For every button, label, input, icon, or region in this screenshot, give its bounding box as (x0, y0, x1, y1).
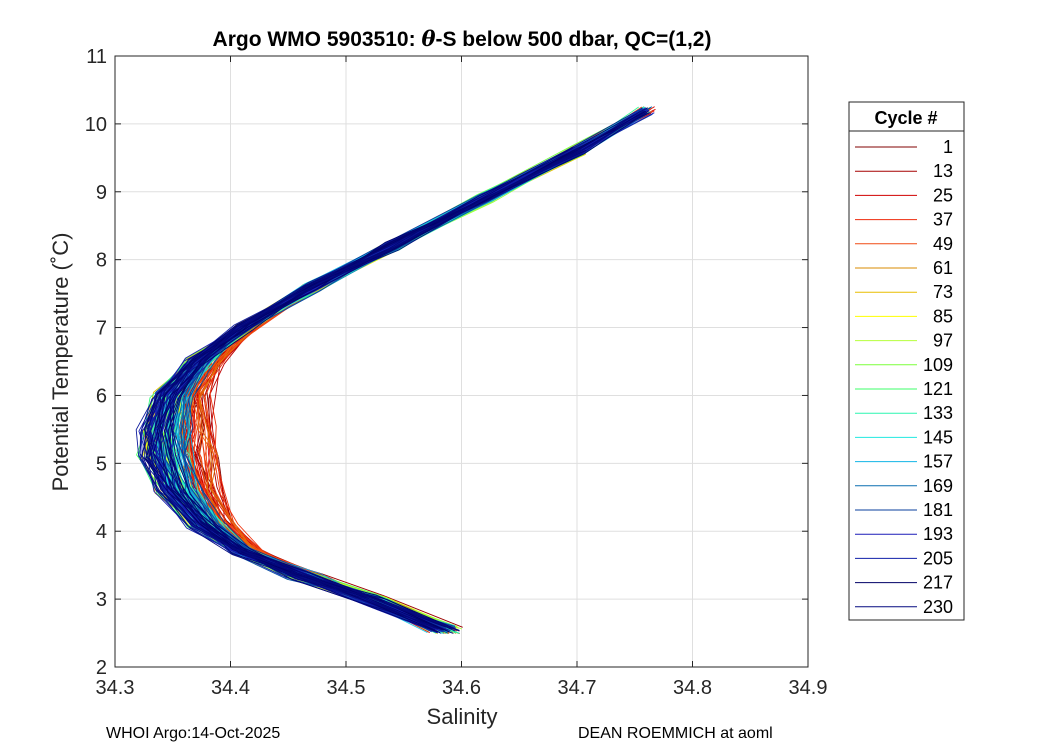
legend-entry-label: 133 (923, 403, 953, 423)
legend-entry-label: 145 (923, 427, 953, 447)
legend-box (848, 101, 965, 621)
legend-entry-label: 181 (923, 500, 953, 520)
x-tick-label: 34.5 (327, 677, 366, 699)
x-tick-label: 34.7 (558, 677, 597, 699)
legend-entry-label: 217 (923, 573, 953, 593)
y-tick-label: 8 (96, 250, 107, 272)
legend-entry-label: 1 (943, 137, 953, 157)
axis-ticks: 34.3 34.4 34.5 34.6 34.7 34.8 34.9 2 3 4 5 6 7 8 9 10 11 (85, 46, 828, 699)
y-tick-label: 7 (96, 318, 107, 340)
legend: Cycle # 1 13 25 37 49 61 73 85 97 109 121 133 145 157… (848, 101, 965, 621)
legend-entry-label: 25 (933, 185, 953, 205)
y-tick-label: 6 (96, 385, 107, 407)
legend-entry-label: 193 (923, 524, 953, 544)
y-tick-label: 4 (96, 521, 107, 543)
legend-entry-label: 109 (923, 355, 953, 375)
legend-entry-label: 49 (933, 234, 953, 254)
legend-title: Cycle # (874, 108, 937, 128)
x-tick-label: 34.6 (442, 677, 481, 699)
profile-line (172, 151, 577, 627)
x-axis-label: Salinity (427, 704, 498, 729)
legend-entry-label: 61 (933, 258, 953, 278)
x-tick-label: 34.4 (211, 677, 250, 699)
chart-title: Argo WMO 5903510: θ-S below 500 dbar, QC… (213, 26, 712, 51)
title-suffix: -S below 500 dbar, QC=(1,2) (435, 28, 711, 51)
legend-entry-label: 157 (923, 452, 953, 472)
y-tick-label: 11 (86, 46, 107, 68)
profile-line (160, 147, 574, 628)
x-tick-label: 34.9 (789, 677, 828, 699)
y-tick-label: 5 (96, 453, 107, 475)
legend-entry-label: 37 (933, 210, 953, 230)
profile-line (148, 107, 648, 629)
footer-credit-left: WHOI Argo:14-Oct-2025 (106, 725, 281, 742)
legend-entry-label: 13 (933, 161, 953, 181)
y-axis-label: Potential Temperature (˚C) (48, 233, 73, 492)
legend-entry-label: 97 (933, 331, 953, 351)
legend-entry-label: 230 (923, 597, 953, 617)
profile-line (145, 112, 645, 632)
title-prefix: Argo WMO 5903510: (213, 28, 422, 51)
legend-entry-label: 205 (923, 548, 953, 568)
legend-entries: 1 13 25 37 49 61 73 85 97 109 121 133 145 157 169 181 19… (855, 137, 953, 617)
y-tick-label: 2 (96, 657, 107, 679)
legend-entry-label: 121 (923, 379, 953, 399)
profile-line (141, 113, 645, 628)
profile-line (168, 112, 650, 634)
footer-credit-right: DEAN ROEMMICH at aoml (578, 725, 773, 742)
x-tick-label: 34.3 (96, 677, 135, 699)
legend-entry-label: 85 (933, 306, 953, 326)
title-theta: θ (421, 26, 435, 51)
legend-entry-label: 73 (933, 282, 953, 302)
profile-lines (135, 106, 656, 635)
y-tick-label: 10 (85, 114, 107, 136)
y-tick-label: 9 (96, 182, 107, 204)
profile-line (148, 147, 580, 631)
legend-entry-label: 169 (923, 476, 953, 496)
y-tick-label: 3 (96, 589, 107, 611)
x-tick-label: 34.8 (673, 677, 712, 699)
